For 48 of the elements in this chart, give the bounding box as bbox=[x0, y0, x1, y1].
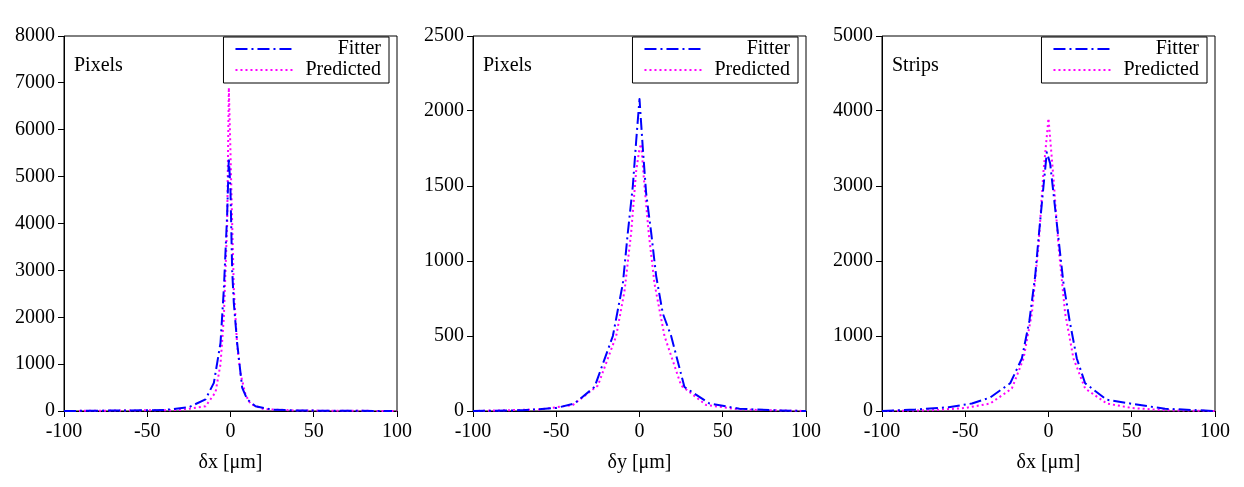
y-tick-label: 1000 bbox=[424, 248, 464, 271]
legend-label: Predicted bbox=[714, 57, 790, 80]
y-tick-label: 1500 bbox=[424, 173, 464, 196]
x-tick-label: 50 bbox=[303, 419, 324, 442]
x-tick-label: 0 bbox=[1043, 419, 1054, 442]
y-tick-label: 8000 bbox=[15, 23, 55, 46]
annotation: Pixels bbox=[74, 53, 124, 76]
y-tick-label: 1000 bbox=[15, 351, 55, 374]
y-tick-label: 2000 bbox=[424, 98, 464, 121]
y-tick-label: 0 bbox=[863, 398, 873, 421]
y-tick-label: 2000 bbox=[15, 304, 55, 327]
x-tick-label: 100 bbox=[382, 419, 412, 442]
annotation: Pixels bbox=[483, 53, 533, 76]
y-tick-label: 3000 bbox=[15, 257, 55, 280]
y-tick-label: 0 bbox=[454, 398, 464, 421]
x-tick-label: 0 bbox=[225, 419, 236, 442]
x-axis-title: δx [μm] bbox=[198, 450, 263, 474]
legend-label: Predicted bbox=[305, 57, 381, 80]
x-tick-label: -100 bbox=[45, 419, 83, 442]
y-tick-label: 5000 bbox=[833, 23, 873, 46]
x-axis-title: δy [μm] bbox=[607, 450, 672, 474]
x-tick-label: 50 bbox=[1121, 419, 1142, 442]
y-tick-label: 6000 bbox=[15, 117, 55, 139]
x-axis-title: δx [μm] bbox=[1016, 450, 1081, 474]
x-tick-label: -50 bbox=[951, 419, 979, 442]
x-tick-label: 50 bbox=[712, 419, 733, 442]
x-tick-label: -50 bbox=[542, 419, 570, 442]
y-tick-label: 1000 bbox=[833, 323, 873, 346]
annotation: Strips bbox=[892, 53, 939, 77]
x-tick-label: 100 bbox=[1200, 419, 1230, 442]
y-tick-label: 3000 bbox=[833, 173, 873, 196]
x-tick-label: -100 bbox=[454, 419, 492, 442]
y-tick-label: 2500 bbox=[424, 23, 464, 46]
legend-label: Fitter bbox=[337, 36, 382, 59]
legend-label: Fitter bbox=[1155, 36, 1200, 59]
y-tick-label: 500 bbox=[434, 323, 464, 346]
x-tick-label: 100 bbox=[791, 419, 821, 442]
y-tick-label: 5000 bbox=[15, 163, 55, 186]
x-tick-label: 0 bbox=[634, 419, 645, 442]
y-tick-label: 0 bbox=[45, 398, 55, 421]
y-tick-label: 4000 bbox=[15, 210, 55, 233]
legend-label: Fitter bbox=[746, 36, 791, 59]
y-tick-label: 4000 bbox=[833, 98, 873, 121]
x-tick-label: -100 bbox=[863, 419, 901, 442]
x-tick-label: -50 bbox=[133, 419, 161, 442]
legend-label: Predicted bbox=[1123, 57, 1199, 80]
y-tick-label: 7000 bbox=[15, 70, 55, 93]
y-tick-label: 2000 bbox=[833, 248, 873, 271]
